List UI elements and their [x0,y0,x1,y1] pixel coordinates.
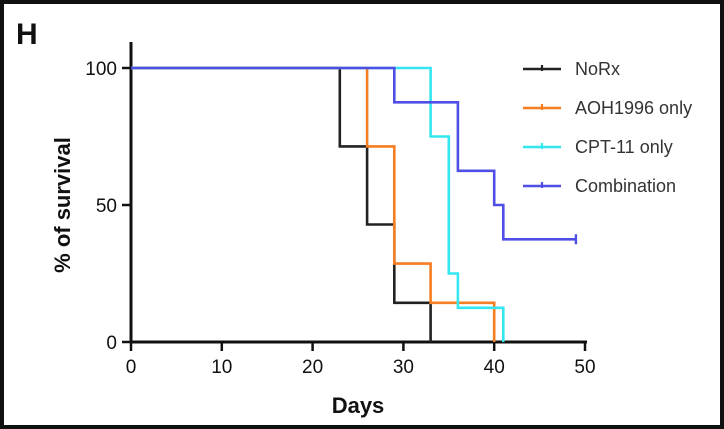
x-tick-label: 20 [302,357,323,378]
y-tick-label: 50 [96,196,117,217]
axes: 0 10 20 30 40 50 0 50 100 [85,42,596,378]
series-line-3 [131,66,505,342]
series-layer [131,66,578,342]
legend-label: AOH1996 only [575,98,692,118]
y-axis-title: % of survival [50,137,75,273]
x-tick-label: 10 [211,357,232,378]
y-tick-label: 100 [85,59,117,80]
x-tick-label: 40 [484,357,505,378]
legend-label: CPT-11 only [575,137,673,157]
panel-label: H [16,18,38,51]
series-line-4 [131,66,576,241]
x-tick-label: 30 [393,357,414,378]
series-line-1 [131,66,432,342]
x-axis-title: Days [332,393,385,418]
x-tick-label: 0 [126,357,137,378]
series-line-2 [131,66,496,342]
legend: NoRx AOH1996 only CPT-11 only Combination [523,59,692,196]
legend-label: NoRx [575,59,620,79]
x-tick-label: 50 [574,357,595,378]
legend-label: Combination [575,176,676,196]
y-tick-label: 0 [106,333,117,354]
